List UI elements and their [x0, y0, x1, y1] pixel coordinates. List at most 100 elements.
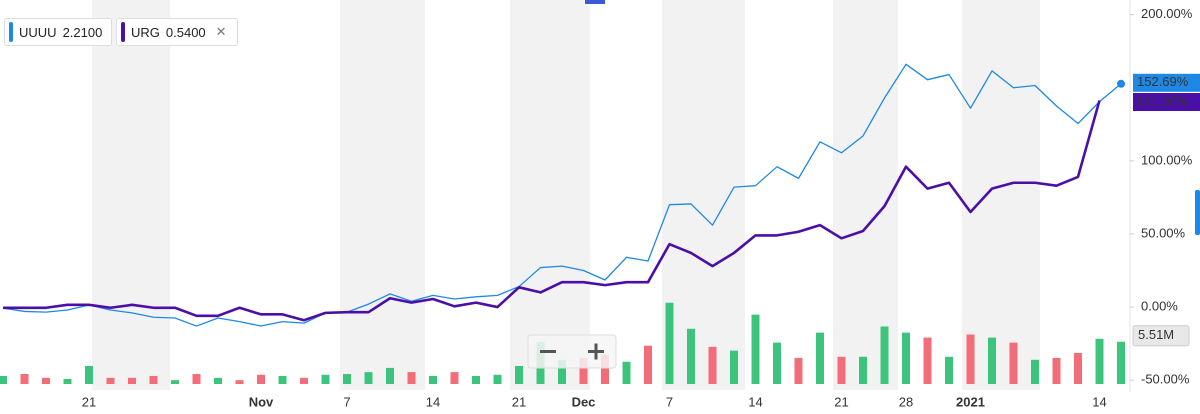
top-handle[interactable]: [585, 0, 605, 4]
volume-bar: [558, 359, 566, 384]
volume-bar: [880, 326, 889, 384]
zoom-in[interactable]: [594, 343, 598, 360]
week-band: [833, 0, 898, 390]
zoom-box: [527, 334, 617, 369]
volume-bar: [1095, 338, 1104, 384]
volume-bar: [579, 357, 588, 384]
legend-swatch: [9, 22, 13, 42]
legend-swatch: [121, 22, 125, 42]
volume-bar: [966, 334, 975, 384]
volume-bar: [20, 374, 29, 384]
volume-bar: [1052, 357, 1061, 384]
volume-bar: [0, 375, 7, 384]
volume-bar: [214, 377, 222, 384]
volume-bar: [923, 337, 932, 384]
volume-bar: [343, 374, 351, 384]
volume-bar: [687, 328, 695, 384]
week-band: [92, 0, 170, 390]
volume-bar: [429, 375, 437, 384]
y-tick-label: -50.00%: [1141, 372, 1190, 387]
volume-bar: [493, 374, 502, 384]
volume-bar: [407, 372, 416, 384]
volume-bar: [278, 375, 287, 384]
volume-bar: [773, 342, 781, 384]
series-line: [3, 100, 1101, 322]
value-label: 152.69%: [1137, 74, 1189, 89]
zoom-controls: [527, 334, 617, 369]
value-label-box: [1133, 93, 1200, 111]
x-tick-label: 21: [512, 394, 526, 409]
week-band: [662, 0, 745, 390]
volume-bar: [1117, 341, 1125, 384]
volume-bar: [85, 365, 93, 384]
volume-bar: [945, 356, 953, 384]
legend-close[interactable]: ✕: [215, 24, 227, 39]
volume-bar: [364, 372, 373, 384]
volume-bar: [450, 372, 459, 384]
legend-name: URG: [131, 24, 160, 40]
legend-item[interactable]: URG 0.5400 ✕: [116, 18, 238, 46]
volume-bar: [601, 354, 609, 384]
x-tick-label: 7: [343, 394, 350, 409]
week-band: [340, 0, 425, 390]
volume-bar: [42, 377, 50, 384]
volume-bar: [794, 357, 803, 384]
volume-bar: [149, 375, 158, 384]
zoom-out[interactable]: [540, 350, 556, 353]
volume-bar: [386, 367, 394, 384]
y-tick-label: 0.00%: [1141, 298, 1178, 313]
y-tick-label: 200.00%: [1141, 6, 1193, 21]
volume-bar: [192, 374, 201, 384]
volume-bar: [472, 375, 480, 384]
volume-bar: [106, 377, 115, 384]
x-tick-label: 14: [426, 394, 440, 409]
volume-bar: [321, 374, 330, 384]
end-dot: [1117, 79, 1125, 88]
volume-bar: [171, 380, 179, 384]
volume-bar: [128, 377, 136, 384]
legend-quote: 2.2100: [62, 24, 103, 40]
x-tick-label: 14: [748, 394, 762, 409]
volume-label-box: [1132, 325, 1190, 347]
volume-bar: [902, 332, 910, 384]
volume-bar: [988, 337, 996, 384]
x-tick-label: Dec: [572, 394, 596, 409]
volume-bar: [859, 356, 867, 384]
volume-bar: [837, 356, 846, 384]
volume-bar: [1074, 352, 1082, 384]
x-tick-label: Nov: [249, 394, 274, 409]
volume-bar: [63, 379, 72, 384]
volume-bar: [708, 346, 717, 384]
volume-bar: [644, 345, 652, 384]
y-tick-label: 50.00%: [1141, 225, 1186, 240]
legend-name: UUUU: [19, 24, 57, 40]
volume-bar: [1031, 359, 1039, 384]
volume-bar: [235, 380, 244, 384]
y-tick-label: 100.00%: [1141, 152, 1193, 167]
volume-bar: [751, 314, 760, 384]
x-tick-label: 28: [899, 394, 913, 409]
volume-bar: [257, 374, 265, 384]
volume-bar: [665, 302, 674, 384]
value-label: 141.30%: [1137, 93, 1189, 108]
series-line: [2, 63, 1122, 327]
value-label-box: [1133, 73, 1200, 92]
volume-label: 5.51M: [1138, 327, 1174, 342]
x-tick-label: 2021: [956, 394, 985, 409]
side-handle[interactable]: [1195, 190, 1200, 235]
volume-bar: [515, 365, 523, 384]
x-tick-label: 21: [834, 394, 848, 409]
line-layer: 152.69% 141.30%: [2, 63, 1200, 327]
week-bands: [92, 0, 1040, 390]
volume-bar: [622, 361, 631, 384]
x-tick-label: 14: [1092, 394, 1106, 409]
volume-bar: [730, 350, 738, 384]
week-band: [962, 0, 1040, 390]
legend-quote: 0.5400: [165, 24, 206, 40]
volume-bar: [816, 332, 824, 384]
volume-bar: [1009, 342, 1018, 384]
x-tick-label: 7: [666, 394, 673, 409]
legend-item[interactable]: UUUU 2.2100: [4, 18, 112, 46]
